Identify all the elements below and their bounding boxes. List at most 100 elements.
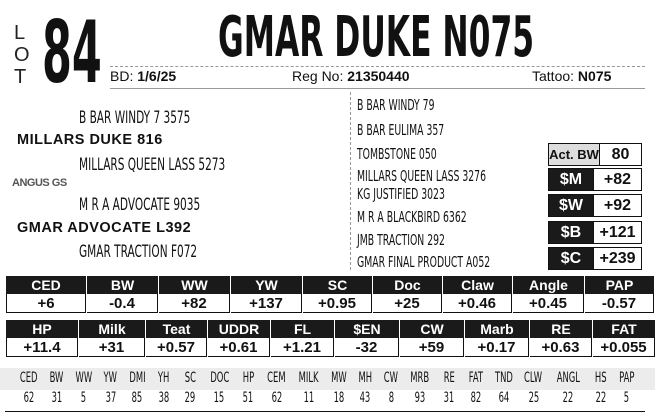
col-doc: DOC 15 — [204, 368, 236, 408]
dam: GMAR ADVOCATE L392 — [17, 220, 192, 236]
col-value: +0.055 — [593, 338, 655, 357]
third-gen: M R A BLACKBIRD 6362 — [357, 208, 467, 226]
third-gen: B BAR WINDY 79 — [357, 96, 435, 114]
col-re: RE 31 — [436, 368, 462, 408]
percentile-header-band — [0, 368, 655, 390]
col-angl: ANGL 22 — [549, 368, 588, 408]
col-value: 37 — [105, 390, 116, 406]
index-box-c: $C +239 — [548, 247, 642, 270]
col-header: Teat — [146, 320, 207, 338]
reg-label: Reg No: — [292, 68, 344, 84]
col-value: 22 — [562, 390, 574, 406]
col-header: HP — [242, 370, 254, 386]
col-header: MH — [358, 370, 372, 386]
epd-table-1: CED +6 BW -0.4 WW +82 YW +137 SC +0.95 Doc +25 Claw +… — [5, 276, 654, 313]
col-value: 11 — [303, 390, 315, 406]
col-value: -32 — [335, 338, 399, 357]
col-doc: Doc +25 — [372, 276, 442, 313]
col-value: 38 — [158, 390, 170, 406]
col-header: CW — [384, 370, 399, 386]
col-value: +25 — [373, 294, 442, 313]
col-header: CEM — [267, 370, 287, 386]
bd-value: 1/6/25 — [137, 68, 177, 84]
col-dmi: DMI 85 — [124, 368, 151, 408]
col-value: 62 — [23, 390, 35, 406]
col-value: 31 — [443, 390, 455, 406]
lot-letter: O — [14, 44, 30, 66]
col-value: +11.4 — [6, 338, 78, 357]
col-milk: Milk +31 — [78, 320, 145, 357]
col-value: -0.4 — [87, 294, 158, 313]
col-value: +0.17 — [465, 338, 529, 357]
col-header: Doc — [373, 276, 442, 294]
col-value: 25 — [528, 390, 539, 406]
box-value: +82 — [593, 169, 641, 190]
col-mrb: MRB 93 — [404, 368, 435, 408]
col-value: +137 — [231, 294, 302, 313]
bd-label: BD: — [110, 68, 134, 84]
col-header: MW — [330, 370, 347, 386]
col-value: +0.57 — [146, 338, 207, 357]
box-label: $M — [549, 169, 593, 190]
col-value: +0.95 — [303, 294, 372, 313]
col-mh: MH 43 — [352, 368, 378, 408]
index-box-w: $W +92 — [548, 194, 642, 217]
col-milk: MILK 11 — [292, 368, 325, 408]
col-header: SC — [303, 276, 372, 294]
percentile-table: CED 62 BW 31 WW 5 YW 37 DMI 85 YH 38 SC 29 DOC 15 HP 51 CE… — [14, 368, 640, 408]
col-tnd: TND 64 — [489, 368, 519, 408]
col-header: Milk — [79, 320, 145, 338]
col-sc: SC +0.95 — [302, 276, 372, 313]
tattoo: Tattoo: N075 — [532, 68, 611, 84]
lot-letter: L — [14, 22, 26, 44]
col-cw: CW +59 — [399, 320, 464, 357]
sire-sire: B BAR WINDY 7 3575 — [79, 108, 191, 128]
col-value: 82 — [470, 390, 481, 406]
third-gen: JMB TRACTION 292 — [357, 231, 445, 249]
animal-name: GMAR DUKE N075 — [218, 5, 535, 70]
col-angle: Angle +0.45 — [512, 276, 584, 313]
col-sc: SC 29 — [177, 368, 203, 408]
dam-dam: GMAR TRACTION F072 — [79, 242, 198, 262]
tattoo-value: N075 — [577, 68, 612, 84]
col-header: PAP — [619, 370, 635, 386]
col-bw: BW 31 — [43, 368, 69, 408]
col-re: RE +0.63 — [529, 320, 592, 357]
col-header: CW — [400, 320, 464, 338]
divider — [5, 411, 645, 412]
col-value: 29 — [185, 390, 196, 406]
reg-number: Reg No: 21350440 — [292, 68, 410, 84]
third-gen: KG JUSTIFIED 3023 — [357, 185, 445, 203]
box-label: $C — [549, 248, 593, 269]
col-header: Angle — [513, 276, 584, 294]
col-ced: CED +6 — [5, 276, 86, 313]
col-header: Claw — [443, 276, 512, 294]
index-box-b: $B +121 — [548, 221, 642, 244]
col-header: TND — [494, 370, 513, 386]
divider — [350, 92, 351, 270]
col-value: 8 — [388, 390, 394, 406]
col-value: 22 — [595, 390, 606, 406]
col-value: +59 — [400, 338, 464, 357]
col-fat: FAT 82 — [462, 368, 488, 408]
col-hs: HS 22 — [587, 368, 613, 408]
col-value: 5 — [624, 390, 630, 406]
col-header: ANGL — [556, 370, 580, 386]
box-value: +121 — [593, 222, 641, 243]
col-cw: CW 8 — [378, 368, 404, 408]
col-ww: WW +82 — [158, 276, 230, 313]
third-gen: GMAR FINAL PRODUCT A052 — [357, 253, 491, 271]
col-value: 64 — [498, 390, 509, 406]
col-header: SC — [184, 370, 196, 386]
box-label: $W — [549, 195, 593, 216]
col-header: RE — [530, 320, 592, 338]
third-gen: TOMBSTONE 050 — [357, 145, 437, 163]
divider — [110, 66, 645, 67]
col-ced: CED 62 — [14, 368, 43, 408]
col-marb: Marb +0.17 — [464, 320, 529, 357]
col-cem: CEM 62 — [261, 368, 292, 408]
actual-bw-box: Act. BW 80 — [548, 143, 642, 166]
lot-letter: T — [14, 66, 27, 88]
col-value: 43 — [359, 390, 371, 406]
col-header: HP — [6, 320, 78, 338]
